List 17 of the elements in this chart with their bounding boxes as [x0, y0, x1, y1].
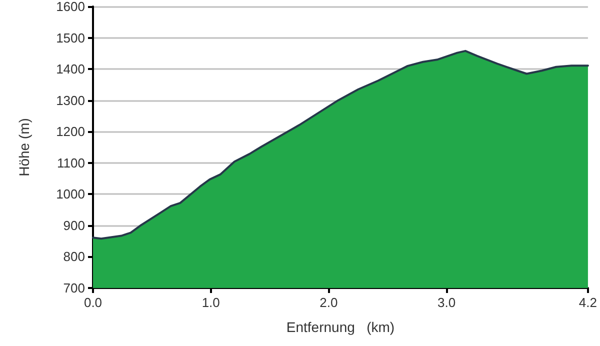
y-tick-label: 700: [63, 280, 85, 296]
x-axis-title: Entfernung (km): [286, 319, 395, 335]
x-tick-label: 3.0: [438, 295, 456, 310]
x-tick-label: 1.0: [202, 295, 220, 310]
y-axis-title: Höhe (m): [16, 118, 32, 176]
y-tick-label: 1400: [56, 62, 85, 77]
y-tick-label: 1500: [56, 30, 85, 46]
y-tick-label: 1300: [56, 92, 85, 108]
x-tick-label: 4.2: [578, 295, 598, 310]
y-tick-label: 1600: [56, 0, 85, 14]
x-tick-label: 2.0: [320, 295, 338, 310]
y-tick-label: 900: [63, 218, 85, 233]
y-tick-label: 800: [63, 249, 85, 264]
y-tick-label: 1100: [57, 155, 85, 170]
y-tick-label: 1200: [56, 124, 85, 140]
y-tick-label: 1000: [56, 186, 85, 202]
x-tick-label: 0.0: [84, 295, 102, 310]
